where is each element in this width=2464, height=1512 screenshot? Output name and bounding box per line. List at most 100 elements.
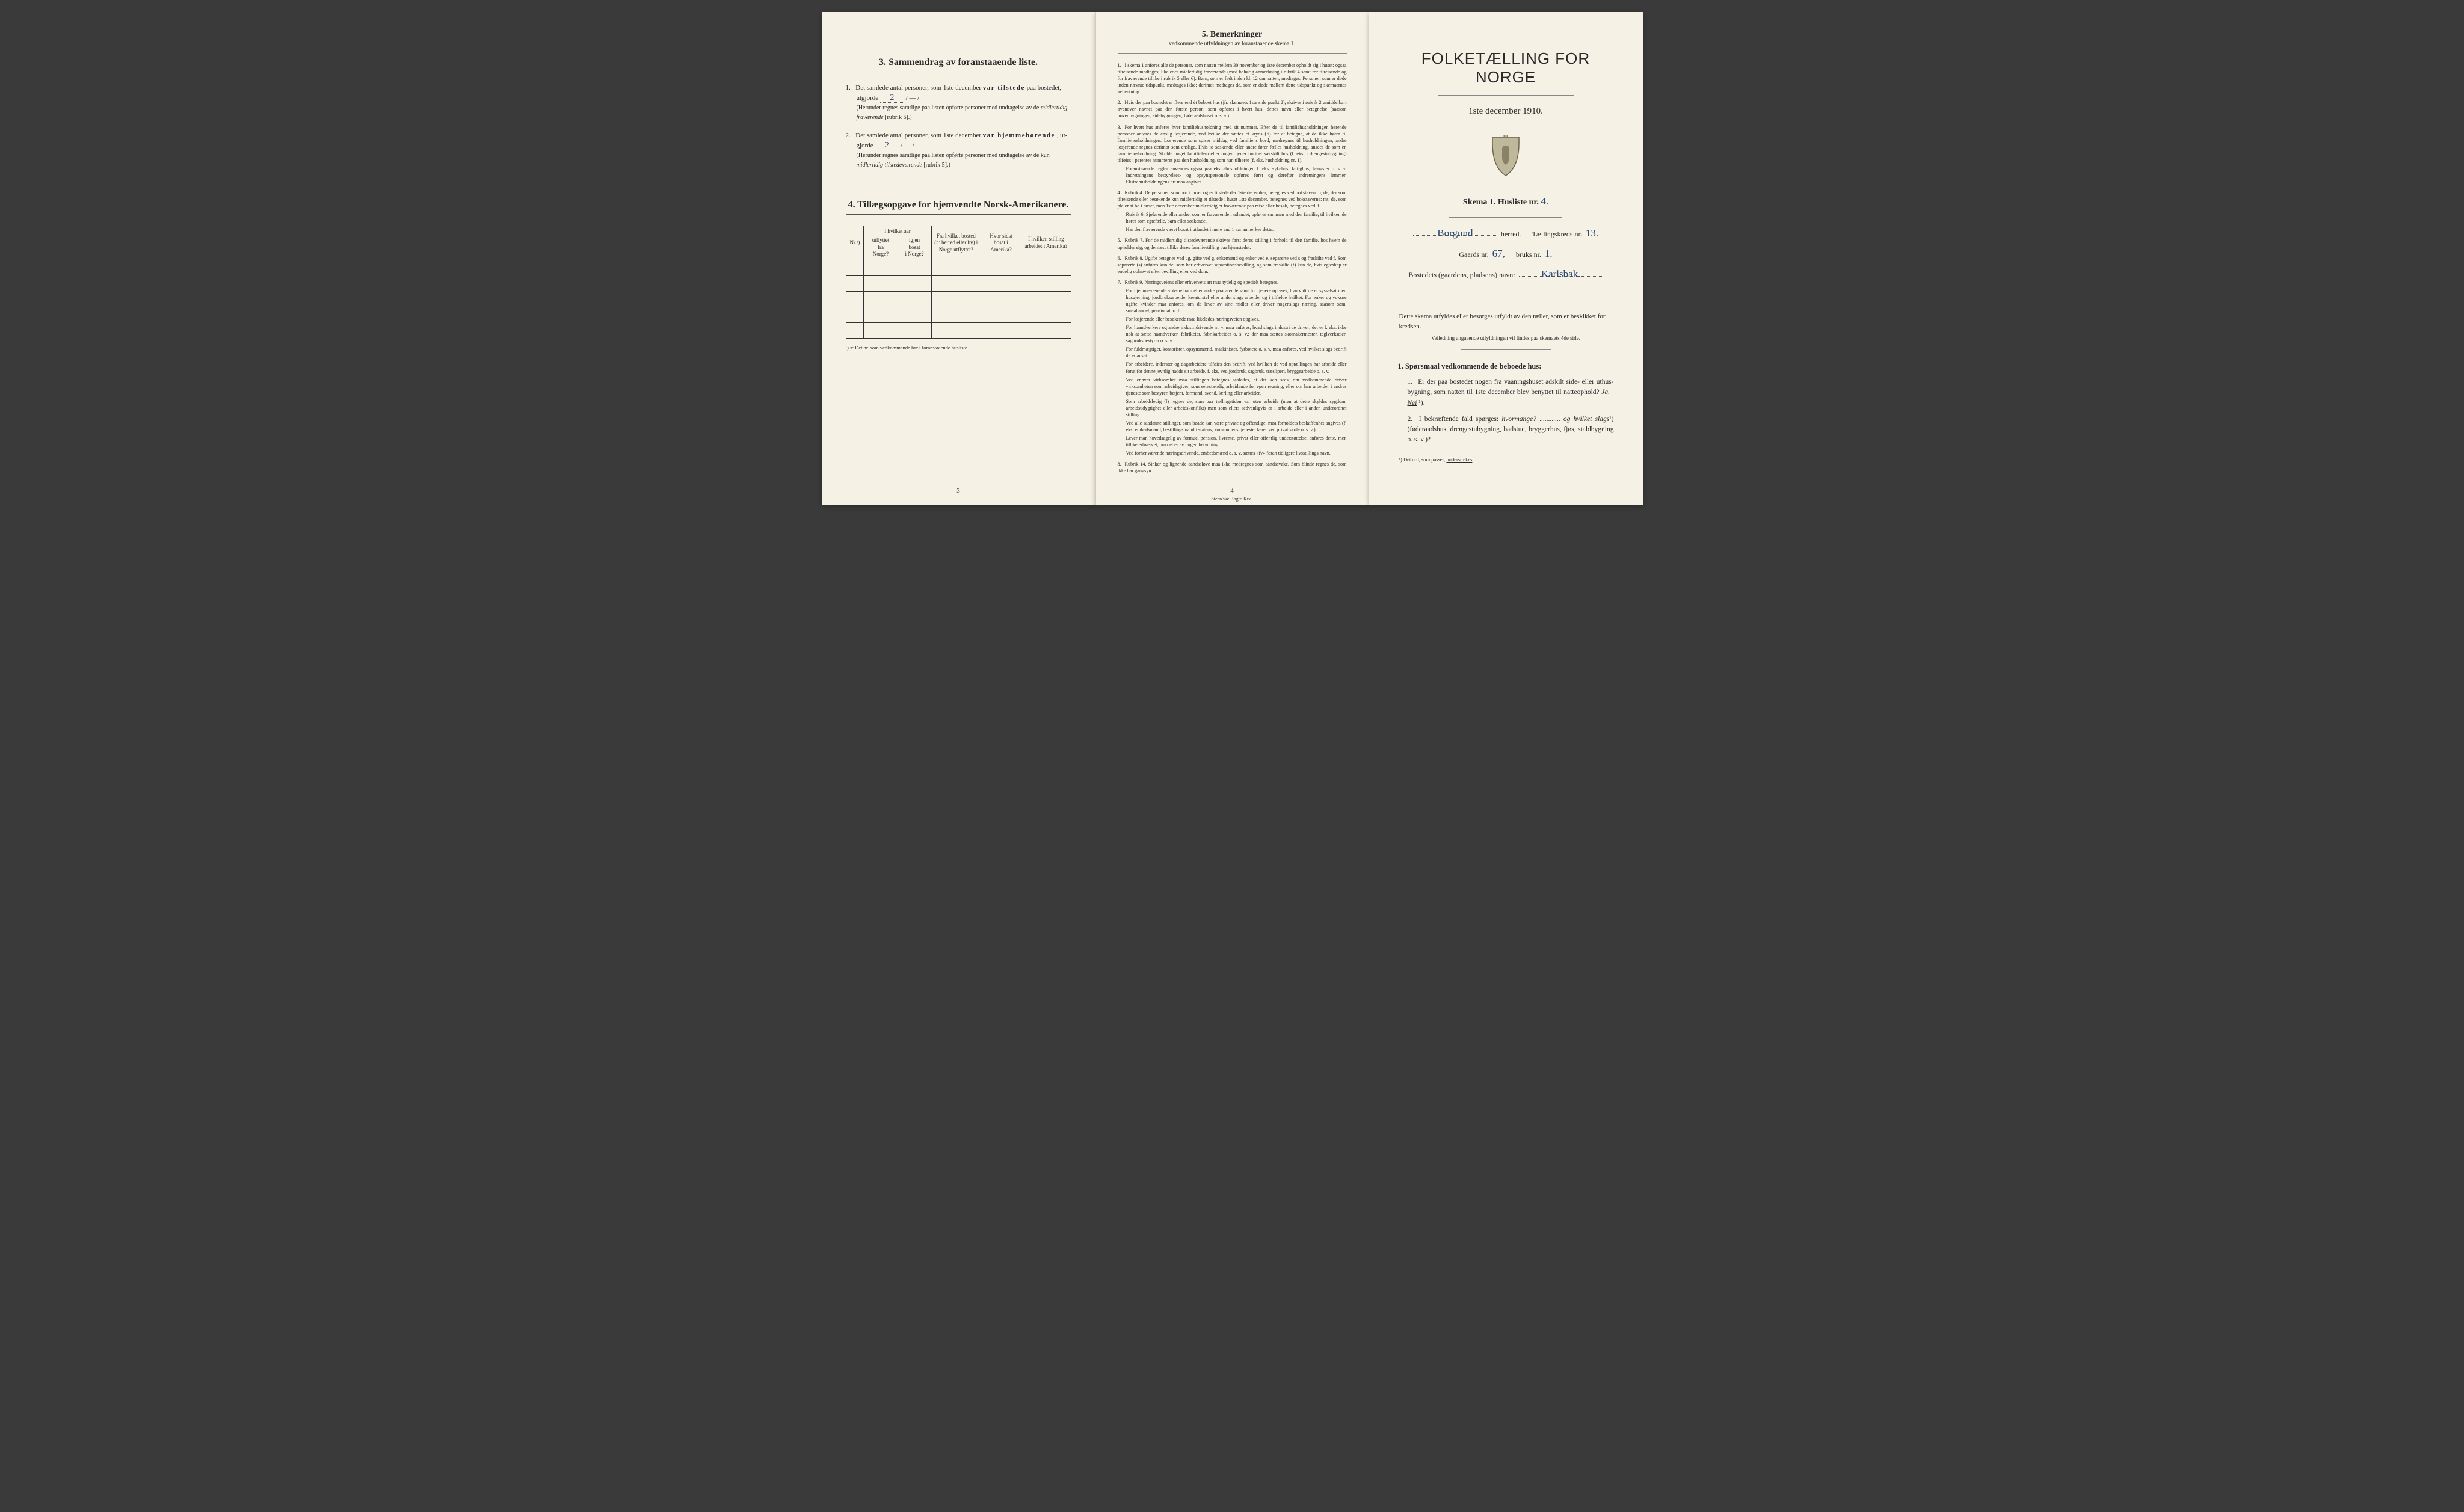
- section-3-body: 1. Det samlede antal personer, som 1ste …: [846, 83, 1071, 170]
- section-4-heading: 4. Tillægsopgave for hjemvendte Norsk-Am…: [846, 200, 1071, 211]
- item-number: 4.: [1118, 189, 1125, 196]
- item-text: Rubrik 4. De personer, som bor i huset o…: [1118, 190, 1347, 209]
- table-row: [846, 322, 1071, 338]
- skema-label: Skema 1. Husliste nr.: [1463, 198, 1539, 207]
- table-row: [846, 291, 1071, 307]
- item-subtext: Har den fraværende været bosat i utlande…: [1126, 226, 1347, 233]
- amerikanere-table: Nr.¹) I hvilket aar Fra hvilket bosted (…: [846, 226, 1071, 339]
- col-utflyttet: utflyttetfraNorge?: [864, 235, 898, 260]
- three-page-spread: 3. Sammendrag av foranstaaende liste. 1.…: [822, 12, 1643, 505]
- item-number: 1.: [846, 83, 854, 93]
- item-number: 6.: [1118, 255, 1125, 262]
- item-subtext: Ved enhver virksomhet maa stillingen bet…: [1126, 376, 1347, 396]
- page-number: 3: [822, 487, 1095, 494]
- bold-text: var hjemmehørende: [983, 132, 1055, 139]
- bosted-label: Bostedets (gaardens, pladsens) navn:: [1408, 271, 1515, 280]
- bemerkning-item: 4.Rubrik 4. De personer, som bor i huset…: [1118, 189, 1347, 233]
- item-number: 5.: [1118, 237, 1125, 244]
- gaards-value: 67,: [1492, 248, 1505, 260]
- paren-note: (Herunder regnes samtlige paa listen opf…: [857, 103, 1071, 122]
- paren-note: (Herunder regnes samtlige paa listen opf…: [857, 151, 1071, 170]
- col-amerika: Hvor sidst bosat i Amerika?: [981, 226, 1021, 260]
- questions-block: 1. Spørsmaal vedkommende de beboede hus:…: [1398, 362, 1614, 446]
- skema-line: Skema 1. Husliste nr. 4.: [1393, 195, 1619, 207]
- census-date: 1ste december 1910.: [1393, 106, 1619, 117]
- q-text: I bekræftende fald spørges: hvormange? .…: [1408, 416, 1614, 444]
- table-head: Nr.¹) I hvilket aar Fra hvilket bosted (…: [846, 226, 1071, 260]
- item-text: Rubrik 9. Næringsveiens eller erhvervets…: [1125, 280, 1279, 285]
- item-number: 2.: [1118, 99, 1125, 106]
- text: gjorde: [857, 142, 875, 149]
- handwritten-value: 2: [875, 141, 899, 150]
- herred-value: Borgund: [1413, 227, 1497, 236]
- item-subtext: Lever man hovedsagelig av formue, pensio…: [1126, 435, 1347, 448]
- herred-line: Borgund herred. Tællingskreds nr. 13.: [1393, 227, 1619, 239]
- filler-note: Dette skema utfyldes eller besørges utfy…: [1399, 312, 1613, 331]
- herred-label: herred.: [1501, 230, 1521, 239]
- nei-option-selected: Nei: [1408, 399, 1417, 407]
- dash: / — /: [906, 94, 920, 102]
- item-text: Rubrik 14. Sinker og lignende aandssløve…: [1118, 461, 1347, 473]
- table-row: [846, 307, 1071, 322]
- husliste-nr-value: 4.: [1541, 195, 1548, 207]
- text: , ut-: [1057, 132, 1068, 139]
- printer-imprint: Steen'ske Bogtr. Kr.a.: [1096, 496, 1369, 502]
- item-subtext: Ved alle saadanne stillinger, som baade …: [1126, 420, 1347, 433]
- table-row: [846, 275, 1071, 291]
- section-5-heading: 5. Bemerkninger: [1118, 30, 1347, 40]
- item-subtext: Foranstaaende regler anvendes ogsaa paa …: [1126, 165, 1347, 185]
- item-number: 2.: [846, 131, 854, 141]
- rule: [1449, 217, 1562, 218]
- table-body: [846, 260, 1071, 338]
- page-middle: 5. Bemerkninger vedkommende utfyldningen…: [1095, 12, 1369, 505]
- question-2: 2. I bekræftende fald spørges: hvormange…: [1408, 414, 1614, 446]
- bosted-value: Karlsbak.: [1519, 268, 1603, 277]
- bold-text: var tilstede: [983, 84, 1025, 91]
- text: utgjorde: [857, 94, 880, 102]
- col-aar-group: I hvilket aar: [864, 226, 931, 235]
- gaards-label: Gaards nr.: [1459, 250, 1488, 259]
- item-number: 8.: [1118, 461, 1125, 467]
- item-subtext: For fuldmægtiger, kontorister, opsynsmæn…: [1126, 346, 1347, 359]
- ja-option: Ja.: [1601, 389, 1610, 396]
- dash: / — /: [901, 142, 914, 149]
- section-5-subtitle: vedkommende utfyldningen av foranstaaend…: [1118, 41, 1347, 47]
- page-left: 3. Sammendrag av foranstaaende liste. 1.…: [822, 12, 1095, 505]
- bemerkninger-list: 1.I skema 1 anføres alle de personer, so…: [1118, 62, 1347, 474]
- item-subtext: For arbeidere, inderster og dagarbeidere…: [1126, 361, 1347, 374]
- question-1: 1. Er der paa bostedet nogen fra vaaning…: [1408, 377, 1614, 408]
- bemerkning-item: 8.Rubrik 14. Sinker og lignende aandsslø…: [1118, 461, 1347, 474]
- sup: ¹).: [1418, 399, 1424, 407]
- main-title: FOLKETÆLLING FOR NORGE: [1393, 49, 1619, 87]
- item-text: Hvis der paa bostedet er flere end ét be…: [1118, 100, 1347, 118]
- coat-of-arms-icon: [1488, 135, 1524, 178]
- bemerkning-item: 1.I skema 1 anføres alle de personer, so…: [1118, 62, 1347, 95]
- text: paa bostedet,: [1027, 84, 1061, 91]
- item-subtext: For hjemmeværende voksne barn eller andr…: [1126, 287, 1347, 314]
- item-number: 7.: [1118, 279, 1125, 286]
- q-number: 2.: [1408, 414, 1416, 425]
- item-subtext: Ved forhenværende næringsdrivende, embed…: [1126, 450, 1347, 456]
- bosted-line: Bostedets (gaardens, pladsens) navn: Kar…: [1393, 268, 1619, 280]
- footnote: ¹) Det ord, som passer, understrekes.: [1399, 456, 1613, 463]
- col-bosted: Fra hvilket bosted (ɔ: herred eller by) …: [931, 226, 981, 260]
- bemerkning-item: 6.Rubrik 8. Ugifte betegnes ved ug, gift…: [1118, 255, 1347, 275]
- item-text: Rubrik 7. For de midlertidig tilstedevær…: [1118, 238, 1347, 250]
- kreds-label: Tællingskreds nr.: [1532, 230, 1582, 239]
- item-subtext: Som arbeidsledig (l) regnes de, som paa …: [1126, 398, 1347, 418]
- kreds-value: 13.: [1586, 227, 1598, 239]
- table-footnote: ¹) ɔ: Det nr. som vedkommende har i fora…: [846, 345, 1071, 351]
- section-3-heading: 3. Sammendrag av foranstaaende liste.: [846, 57, 1071, 68]
- rule: [1461, 349, 1551, 350]
- q-text: Er der paa bostedet nogen fra vaaningshu…: [1408, 378, 1614, 396]
- table-row: [846, 260, 1071, 275]
- item-subtext: Rubrik 6. Sjøfarende eller andre, som er…: [1126, 211, 1347, 224]
- item-1: 1. Det samlede antal personer, som 1ste …: [846, 83, 1071, 122]
- item-text: For hvert hus anføres hver familiehushol…: [1118, 124, 1347, 163]
- gaards-line: Gaards nr. 67, bruks nr. 1.: [1393, 248, 1619, 260]
- page-number: 4: [1096, 487, 1369, 494]
- item-number: 1.: [1118, 62, 1125, 69]
- bemerkning-item: 2.Hvis der paa bostedet er flere end ét …: [1118, 99, 1347, 119]
- col-nr: Nr.¹): [846, 226, 864, 260]
- handwritten-value: 2: [880, 94, 904, 103]
